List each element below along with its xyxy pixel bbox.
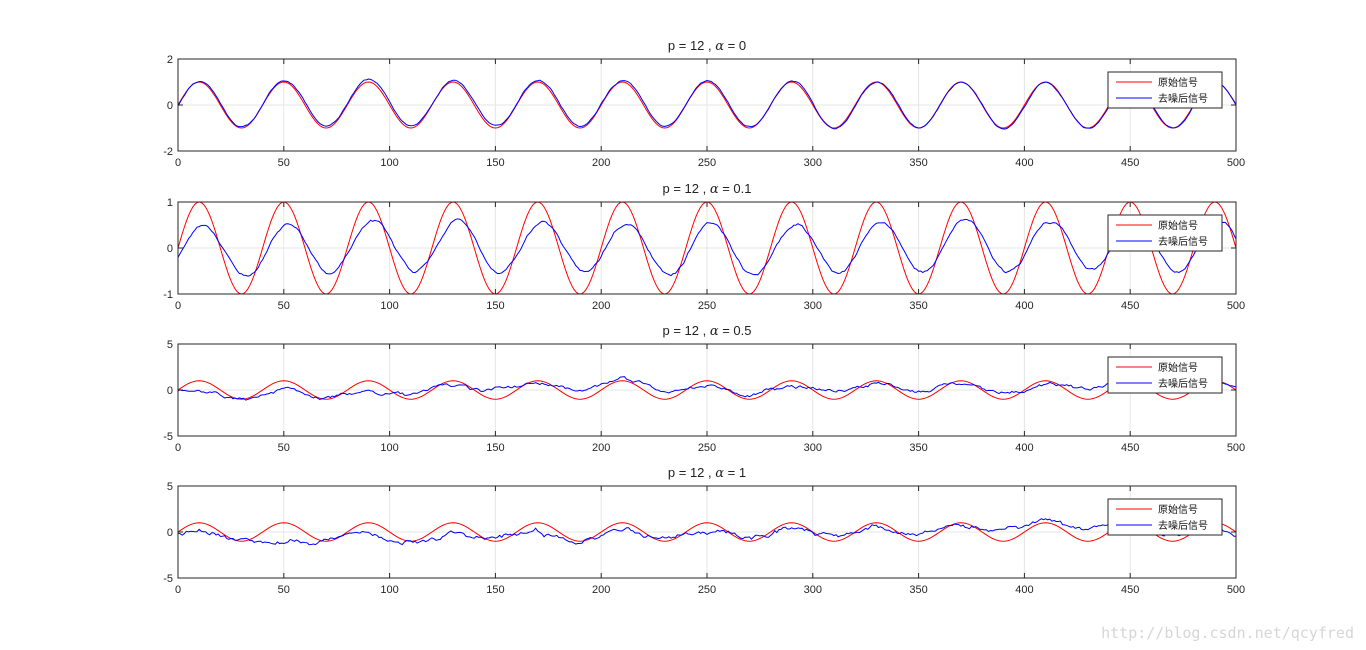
chart-title-suffix: = 0.5 [719, 323, 752, 338]
chart-title-prefix: p = 12 , [668, 465, 715, 480]
x-tick-label: 350 [909, 442, 927, 454]
chart-title-prefix: p = 12 , [662, 181, 709, 196]
chart-title-prefix: p = 12 , [668, 38, 715, 53]
x-tick-label: 250 [698, 300, 716, 312]
y-tick-label: 5 [167, 339, 173, 351]
x-tick-label: 300 [804, 300, 822, 312]
chart-title-suffix: = 1 [724, 465, 746, 480]
x-tick-label: 450 [1121, 157, 1139, 169]
legend-entry-label: 原始信号 [1158, 361, 1198, 374]
legend-box [1107, 498, 1223, 536]
legend-box [1107, 71, 1223, 109]
watermark-text: http://blog.csdn.net/qcyfred [1101, 624, 1354, 642]
x-tick-label: 200 [592, 442, 610, 454]
chart-title: p = 12 , α = 0.1 [662, 181, 751, 197]
x-tick-label: 450 [1121, 300, 1139, 312]
x-tick-label: 0 [175, 157, 181, 169]
x-tick-label: 450 [1121, 584, 1139, 596]
y-tick-label: -2 [163, 146, 173, 158]
legend-box [1107, 356, 1223, 394]
alpha-symbol: α [715, 39, 724, 54]
legend-entry-label: 原始信号 [1158, 76, 1198, 89]
legend-box [1107, 214, 1223, 252]
x-tick-label: 200 [592, 157, 610, 169]
series-line-original [178, 202, 1236, 294]
x-tick-label: 400 [1015, 157, 1033, 169]
x-tick-label: 150 [486, 300, 504, 312]
y-tick-label: -1 [163, 289, 173, 301]
series-line-denoised [178, 78, 1236, 130]
x-tick-label: 100 [380, 300, 398, 312]
legend-entry-label: 原始信号 [1158, 219, 1198, 232]
y-tick-label: 0 [167, 100, 173, 112]
x-tick-label: 500 [1227, 584, 1245, 596]
x-tick-label: 100 [380, 584, 398, 596]
alpha-symbol: α [710, 182, 719, 197]
legend-entry-label: 去噪后信号 [1158, 520, 1208, 532]
y-tick-label: 5 [167, 481, 173, 493]
y-tick-label: 0 [167, 527, 173, 539]
x-tick-label: 50 [278, 157, 290, 169]
x-tick-label: 50 [278, 442, 290, 454]
legend-entry-label: 去噪后信号 [1158, 378, 1208, 390]
legend-entry-label: 去噪后信号 [1158, 236, 1208, 248]
chart-title: p = 12 , α = 1 [668, 465, 746, 481]
x-tick-label: 500 [1227, 300, 1245, 312]
x-tick-label: 300 [804, 584, 822, 596]
x-tick-label: 150 [486, 157, 504, 169]
chart-title-suffix: = 0.1 [719, 181, 752, 196]
chart-title: p = 12 , α = 0 [668, 38, 746, 54]
x-tick-label: 150 [486, 584, 504, 596]
x-tick-label: 400 [1015, 584, 1033, 596]
y-tick-label: 0 [167, 385, 173, 397]
x-tick-label: 50 [278, 300, 290, 312]
x-tick-label: 350 [909, 584, 927, 596]
x-tick-label: 250 [698, 584, 716, 596]
legend-entry-label: 去噪后信号 [1158, 93, 1208, 105]
series-line-denoised [178, 376, 1236, 401]
x-tick-label: 200 [592, 584, 610, 596]
series-line-denoised [178, 518, 1236, 546]
x-tick-label: 0 [175, 300, 181, 312]
x-tick-label: 50 [278, 584, 290, 596]
alpha-symbol: α [710, 324, 719, 339]
x-tick-label: 300 [804, 442, 822, 454]
x-tick-label: 400 [1015, 300, 1033, 312]
x-tick-label: 350 [909, 300, 927, 312]
x-tick-label: 250 [698, 157, 716, 169]
x-tick-label: 450 [1121, 442, 1139, 454]
y-tick-label: -5 [163, 431, 173, 443]
chart-title-suffix: = 0 [724, 38, 746, 53]
y-tick-label: 0 [167, 243, 173, 255]
x-tick-label: 400 [1015, 442, 1033, 454]
x-tick-label: 0 [175, 442, 181, 454]
chart-title-prefix: p = 12 , [662, 323, 709, 338]
x-tick-label: 500 [1227, 442, 1245, 454]
y-tick-label: -5 [163, 573, 173, 585]
y-tick-label: 1 [167, 197, 173, 209]
legend-entry-label: 原始信号 [1158, 503, 1198, 516]
series-line-original [178, 522, 1236, 542]
x-tick-label: 150 [486, 442, 504, 454]
x-tick-label: 350 [909, 157, 927, 169]
y-tick-label: 2 [167, 54, 173, 66]
x-tick-label: 250 [698, 442, 716, 454]
alpha-symbol: α [715, 466, 724, 481]
x-tick-label: 500 [1227, 157, 1245, 169]
series-line-denoised [178, 218, 1236, 277]
x-tick-label: 100 [380, 442, 398, 454]
chart-title: p = 12 , α = 0.5 [662, 323, 751, 339]
x-tick-label: 0 [175, 584, 181, 596]
x-tick-label: 300 [804, 157, 822, 169]
x-tick-label: 200 [592, 300, 610, 312]
x-tick-label: 100 [380, 157, 398, 169]
